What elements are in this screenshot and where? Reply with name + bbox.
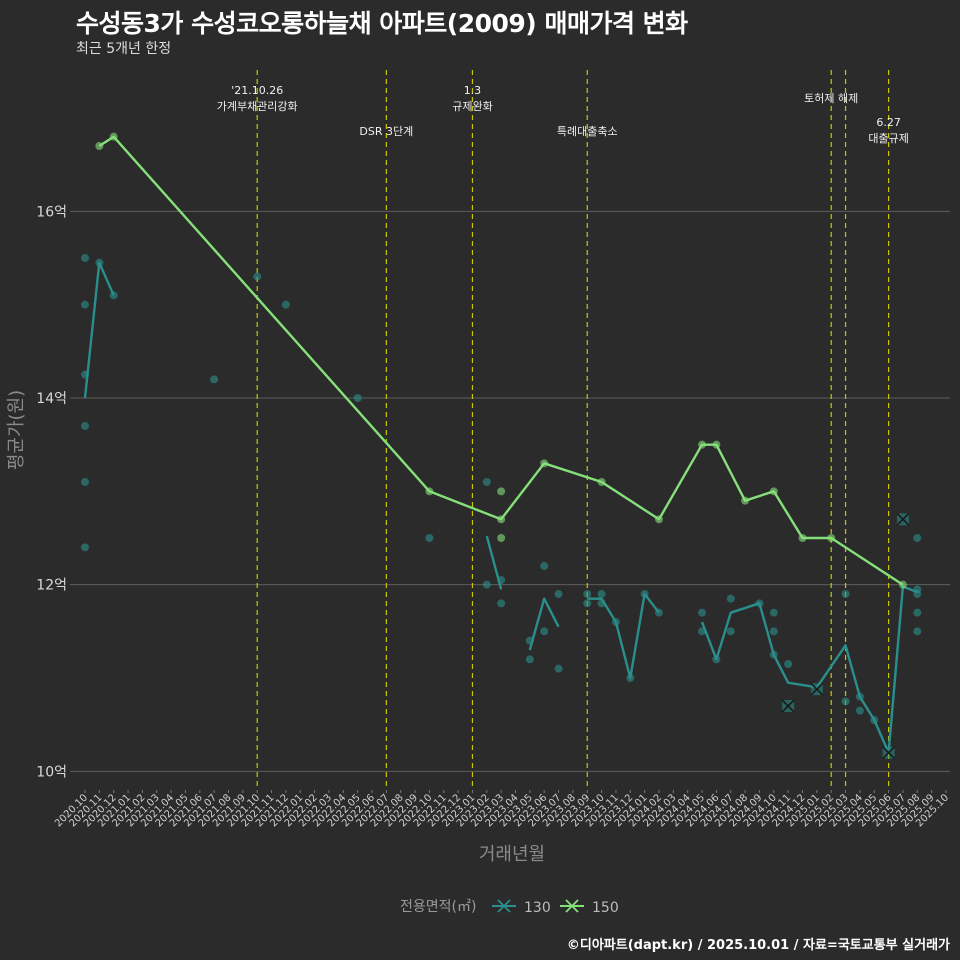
point-130 (525, 655, 534, 664)
cancelled-mark (810, 682, 824, 696)
legend-swatch-cross (497, 899, 511, 913)
grid-layer (70, 210, 950, 772)
axis-layer: 10억12억14억16억2020.102020.112020.122021.01… (6, 204, 951, 865)
point-130 (482, 478, 491, 486)
point-130 (726, 627, 735, 636)
event-label: 특례대출축소 (557, 125, 618, 138)
point-130 (482, 580, 491, 589)
point-130 (81, 478, 89, 486)
event-label: 6.27 대출규제 (868, 116, 908, 145)
point-130 (81, 543, 89, 552)
point-130 (855, 706, 864, 715)
point-130 (726, 594, 735, 603)
cancelled-cross (781, 699, 795, 713)
point-130 (769, 627, 778, 636)
cancelled-mark (781, 699, 795, 713)
y-tick-label: 14억 (36, 391, 67, 407)
legend-title: 전용면적(㎡) (400, 899, 476, 915)
point-130 (841, 590, 850, 598)
chart-title: 수성동3가 수성코오롱하늘채 아파트(2009) 매매가격 변화 (76, 9, 688, 38)
y-tick-label: 12억 (36, 578, 67, 594)
point-130 (769, 608, 778, 617)
point-130 (913, 534, 922, 542)
cancelled-mark (882, 746, 896, 760)
event-label: '21.10.26 가계부채관리강화 (217, 84, 298, 113)
line-150 (98, 135, 904, 586)
y-tick-label: 10억 (36, 764, 67, 780)
series-layer (81, 132, 922, 760)
line-130 (587, 592, 660, 680)
source-caption: ©디아파트(dapt.kr) / 2025.10.01 / 자료=국토교통부 실… (566, 938, 950, 953)
point-130 (540, 627, 549, 636)
point-130 (554, 664, 563, 673)
point-130 (913, 608, 922, 617)
y-tick-label: 16억 (36, 204, 67, 220)
event-label: DSR 3단계 (359, 125, 413, 138)
point-130 (281, 300, 290, 309)
point-150 (497, 534, 506, 542)
cancelled-cross (882, 746, 896, 760)
line-130 (83, 261, 115, 399)
point-130 (210, 375, 219, 384)
legend-label: 130 (524, 900, 551, 916)
point-130 (81, 300, 89, 309)
point-130 (597, 590, 606, 598)
point-130 (253, 272, 262, 281)
line-130 (485, 535, 503, 590)
point-130 (353, 394, 362, 402)
point-130 (497, 599, 506, 608)
line-130 (700, 585, 918, 754)
x-axis-title: 거래년월 (479, 844, 545, 865)
point-130 (784, 660, 793, 668)
point-130 (425, 534, 434, 542)
point-130 (81, 254, 89, 262)
cancelled-mark (896, 512, 910, 526)
point-150 (497, 487, 506, 496)
point-130 (583, 590, 592, 598)
point-130 (698, 608, 707, 617)
point-130 (554, 590, 563, 598)
point-130 (583, 599, 592, 608)
cancelled-cross (810, 682, 824, 696)
chart-subtitle: 최근 5개년 한정 (76, 41, 172, 57)
event-label: 1.3 규제완화 (452, 84, 492, 113)
legend-swatch-cross (565, 899, 579, 913)
cancelled-cross (896, 512, 910, 526)
point-130 (540, 562, 549, 570)
point-130 (81, 422, 89, 430)
y-axis-title: 평균가(원) (6, 390, 27, 470)
event-label: 토허제 해제 (804, 91, 858, 105)
point-130 (841, 697, 850, 706)
legend-layer: 전용면적(㎡) 130 150 (400, 899, 619, 916)
line-130 (528, 597, 560, 651)
legend-label: 150 (592, 900, 619, 916)
point-130 (913, 627, 922, 636)
